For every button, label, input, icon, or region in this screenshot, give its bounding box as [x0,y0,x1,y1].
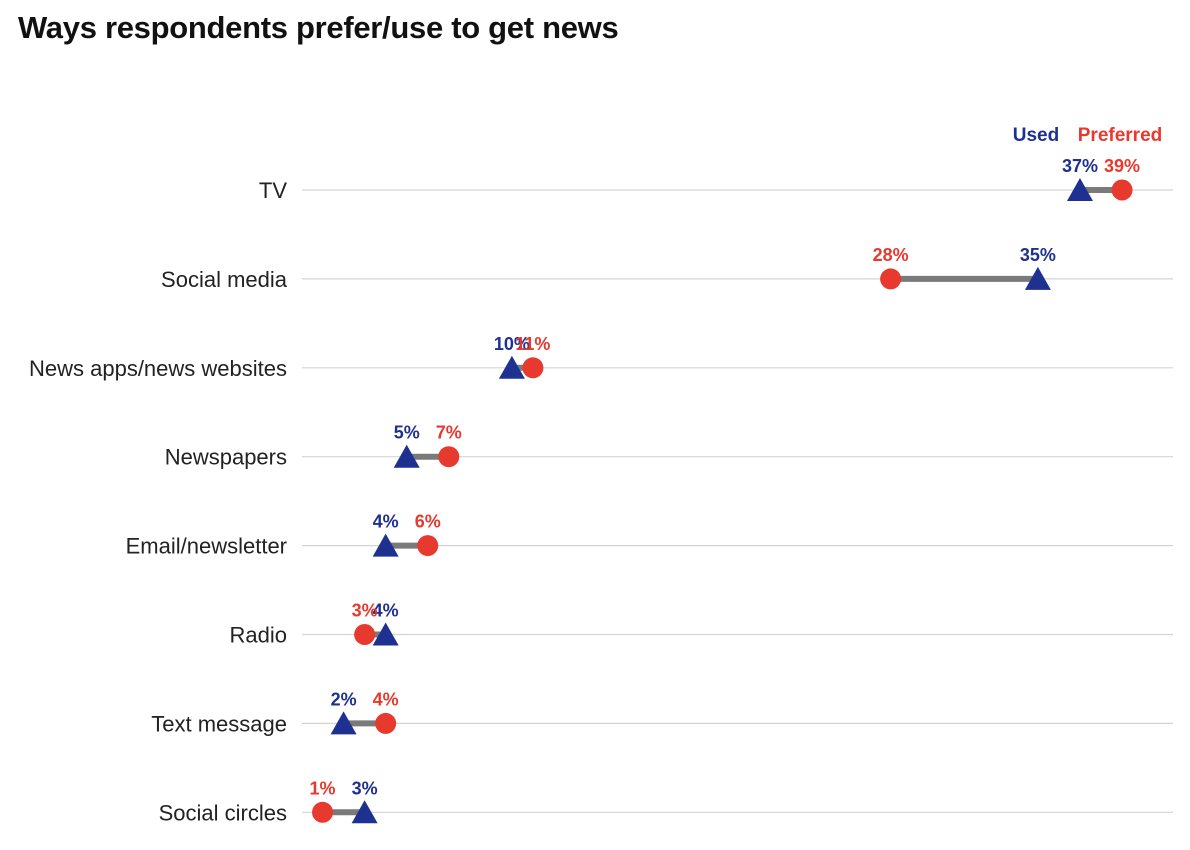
used-value-label-text-message: 2% [331,689,357,709]
preferred-value-label-social-circles: 1% [310,778,336,798]
preferred-point-radio [354,624,375,645]
used-value-label-newspapers: 5% [394,423,420,443]
used-value-label-social-media: 35% [1020,245,1056,265]
preferred-point-email-newsletter [417,535,438,556]
category-label-social-media: Social media [161,267,288,292]
preferred-value-label-email-newsletter: 6% [415,512,441,532]
preferred-point-social-circles [312,802,333,823]
preferred-point-tv [1112,180,1133,201]
used-value-label-social-circles: 3% [352,778,378,798]
category-label-text-message: Text message [151,711,287,736]
markers [312,178,1133,823]
category-label-social-circles: Social circles [159,800,287,825]
preferred-value-label-tv: 39% [1104,156,1140,176]
category-label-tv: TV [259,178,287,203]
legend-used: Used [1013,125,1059,146]
preferred-point-social-media [880,268,901,289]
legend: Used Preferred [1013,125,1162,146]
category-label-news-apps-news-websites: News apps/news websites [29,356,287,381]
preferred-point-text-message [375,713,396,734]
connectors [323,190,1123,812]
used-value-label-email-newsletter: 4% [373,512,399,532]
category-labels: TV Social media News apps/news websites New… [29,178,288,825]
category-label-radio: Radio [230,623,287,648]
preferred-value-label-social-media: 28% [873,245,909,265]
category-label-email-newsletter: Email/newsletter [126,534,287,559]
preferred-point-news-apps-news-websites [522,357,543,378]
preferred-point-newspapers [438,446,459,467]
value-labels: 37% 39%35%28%10%11%5% 7%4% 6%4%3%2% 4%3%1% [310,156,1141,798]
preferred-value-label-newspapers: 7% [436,423,462,443]
preferred-value-label-text-message: 4% [373,689,399,709]
category-label-newspapers: Newspapers [165,445,287,470]
preferred-value-label-radio: 3% [352,601,378,621]
preferred-value-label-news-apps-news-websites: 11% [515,334,550,354]
used-value-label-tv: 37% [1062,156,1098,176]
legend-preferred: Preferred [1078,125,1163,146]
